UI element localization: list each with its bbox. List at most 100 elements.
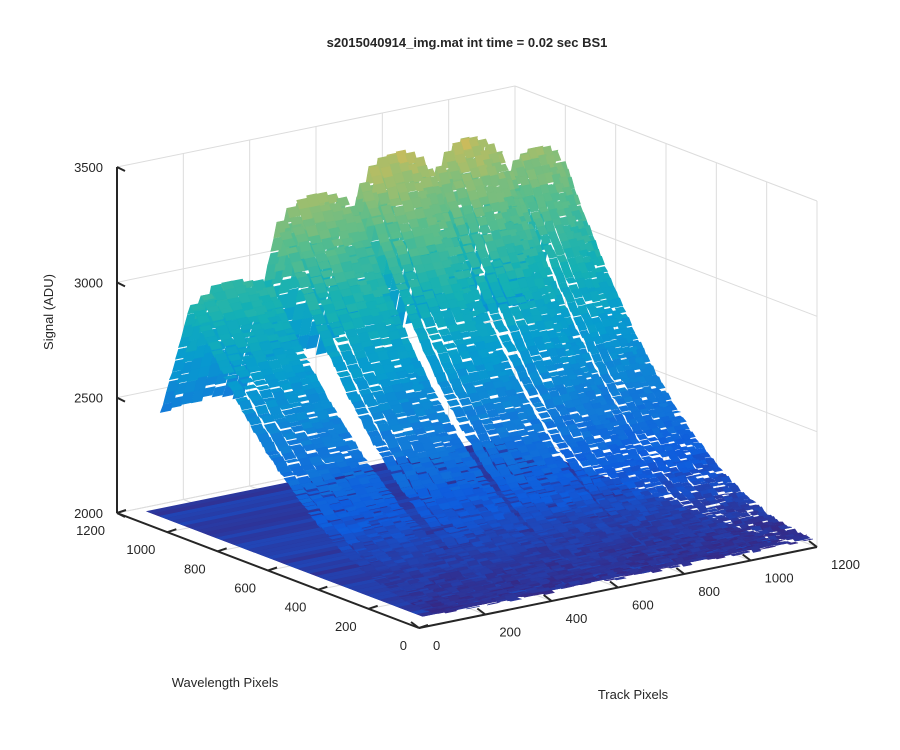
- surface-facet: [419, 604, 434, 610]
- surface-facet: [564, 293, 576, 304]
- surface-facet: [505, 270, 518, 280]
- surface-facet: [600, 562, 615, 566]
- surface-facet: [296, 396, 311, 403]
- surface-facet: [465, 302, 479, 310]
- surface-facet: [554, 331, 568, 338]
- surface-facet: [434, 609, 450, 614]
- surface-facet: [700, 511, 711, 514]
- surface-facet: [365, 504, 381, 510]
- surface-facet: [654, 382, 666, 390]
- surface-facet: [430, 526, 444, 529]
- surface-facet: [378, 378, 393, 388]
- surface-facet: [350, 514, 366, 519]
- surface-facet: [763, 539, 775, 542]
- surface-facet: [398, 566, 415, 571]
- z-tick: [116, 166, 126, 172]
- surface-facet: [546, 474, 560, 483]
- surface-floor-strip: [215, 464, 580, 540]
- x-tick: [476, 607, 486, 616]
- surface-facet: [422, 348, 436, 357]
- surface-facet: [566, 215, 578, 228]
- surface-facet: [507, 324, 520, 332]
- surface-facet: [567, 480, 582, 486]
- surface-facet: [660, 536, 674, 542]
- surface-facet: [395, 513, 411, 518]
- surface-facet: [522, 472, 536, 478]
- y-tick: [167, 528, 177, 534]
- surface-facet: [712, 494, 725, 500]
- surface-facet: [290, 425, 305, 433]
- surface-facet: [576, 457, 590, 462]
- surface-facet: [461, 426, 475, 434]
- surface-facet: [286, 205, 301, 219]
- surface-facet: [554, 183, 566, 194]
- surface-facet: [334, 541, 350, 548]
- surface-facet: [371, 575, 386, 579]
- surface-facet: [503, 547, 518, 554]
- surface-facet: [506, 597, 523, 602]
- surface-facet: [549, 466, 563, 475]
- surface-facet: [227, 353, 242, 362]
- surface-facet: [558, 517, 573, 523]
- surface-facet: [682, 551, 694, 555]
- surface-facet: [452, 141, 465, 156]
- surface-facet: [404, 304, 418, 315]
- surface-facet: [499, 255, 512, 264]
- surface-facet: [412, 427, 427, 436]
- surface-facet: [239, 324, 254, 331]
- surface-facet: [650, 547, 662, 550]
- surface-facet: [501, 400, 515, 409]
- surface-facet: [307, 510, 323, 515]
- surface-facet: [646, 436, 659, 442]
- surface-facet: [553, 244, 565, 256]
- surface-facet: [609, 352, 621, 360]
- surface-facet: [580, 312, 592, 321]
- surface-facet: [515, 479, 530, 484]
- surface-facet: [531, 524, 545, 532]
- surface-facet: [459, 530, 474, 535]
- surface-facet: [320, 269, 335, 279]
- surface-facet: [465, 320, 479, 333]
- surface-facet: [416, 415, 431, 421]
- surface-facet: [389, 230, 403, 240]
- surface-facet: [259, 388, 274, 399]
- surface-facet: [468, 258, 481, 269]
- surface-facet: [267, 251, 282, 266]
- surface-facet: [352, 291, 367, 303]
- surface-facet: [627, 459, 640, 467]
- surface-facet: [472, 585, 488, 592]
- surface-facet: [761, 542, 774, 547]
- surface-facet: [612, 576, 627, 581]
- surface-facet: [514, 525, 530, 531]
- surface-facet: [517, 576, 531, 581]
- surface-facet: [661, 513, 674, 516]
- surface-facet: [509, 589, 523, 593]
- surface-facet: [490, 497, 505, 504]
- surface-facet: [189, 304, 205, 311]
- surface-facet: [562, 269, 574, 279]
- surface-facet: [326, 194, 340, 204]
- surface-facet: [492, 527, 506, 531]
- surface-facet: [298, 497, 314, 504]
- surface-facet: [242, 384, 258, 390]
- surface-facet: [247, 416, 262, 426]
- surface-facet: [250, 371, 265, 382]
- surface-facet: [332, 299, 347, 311]
- surface-facet: [457, 510, 472, 517]
- surface-facet: [504, 494, 517, 498]
- surface-facet: [706, 508, 720, 513]
- surface-facet: [361, 541, 377, 546]
- surface-facet: [447, 298, 461, 309]
- surface-facet: [477, 164, 490, 176]
- surface-facet: [610, 408, 623, 415]
- surface-facet: [432, 424, 447, 434]
- surface-facet: [260, 414, 276, 424]
- surface-facet: [348, 466, 364, 472]
- surface-facet: [513, 423, 527, 431]
- surface-facet: [449, 604, 464, 610]
- surface-facet: [201, 386, 216, 398]
- surface-facet: [472, 529, 487, 536]
- surface-facet: [458, 542, 472, 547]
- surface-facet: [476, 216, 489, 227]
- surface-facet: [336, 370, 351, 378]
